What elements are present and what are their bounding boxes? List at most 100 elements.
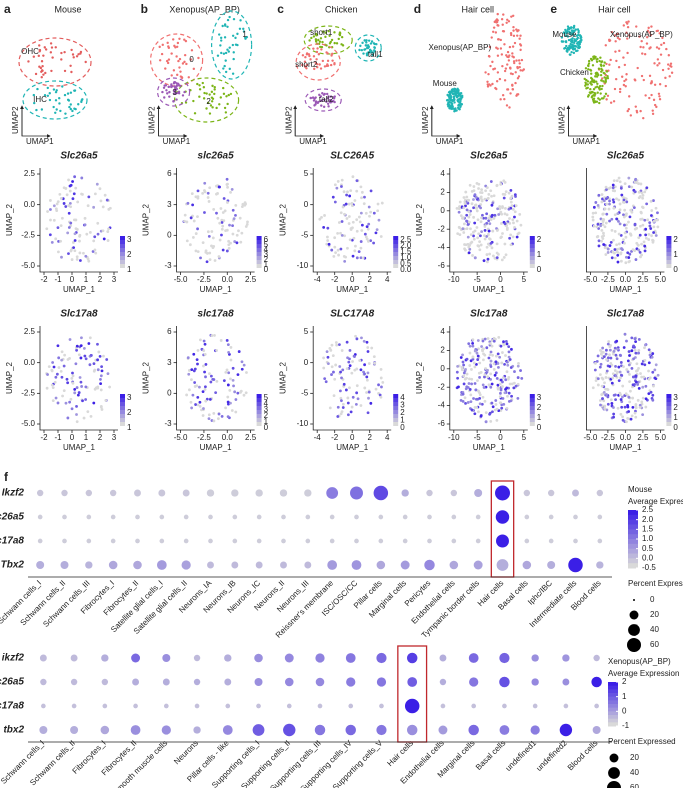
x-tick-label: -2 xyxy=(331,433,339,442)
cell-point xyxy=(178,37,181,40)
cell-point xyxy=(317,100,320,104)
cell-point xyxy=(599,92,602,95)
cell-point xyxy=(629,114,633,117)
cell-point xyxy=(493,256,497,260)
cell-point xyxy=(459,103,463,106)
cell-point xyxy=(601,197,604,201)
cell-point xyxy=(608,63,611,66)
cell-point xyxy=(194,195,198,199)
cell-point xyxy=(60,58,63,61)
cell-point xyxy=(161,90,164,94)
cell-point xyxy=(591,64,595,67)
cell-point xyxy=(333,245,337,249)
cell-point xyxy=(494,360,498,364)
cell-point xyxy=(609,398,613,402)
cell-point xyxy=(612,349,616,353)
cell-point xyxy=(78,376,82,379)
cell-point xyxy=(93,192,97,196)
cell-point xyxy=(520,377,524,380)
cell-point xyxy=(71,381,75,385)
cell-point xyxy=(512,221,515,225)
cell-point xyxy=(626,403,629,407)
cell-point xyxy=(347,215,351,218)
cell-point xyxy=(196,189,200,193)
colorbar-step xyxy=(529,406,535,410)
cell-point xyxy=(176,73,179,77)
expression-dot xyxy=(440,703,446,709)
expression-dot xyxy=(206,489,215,497)
cell-point xyxy=(167,85,170,89)
cell-point xyxy=(304,56,307,59)
cell-point xyxy=(653,83,657,86)
cell-point xyxy=(510,194,514,198)
cell-point xyxy=(192,352,196,356)
cell-point xyxy=(322,225,326,229)
expression-dot xyxy=(468,724,479,736)
cell-point xyxy=(472,206,476,210)
cell-point xyxy=(600,87,603,91)
cell-point xyxy=(27,60,30,63)
cell-point xyxy=(660,43,663,46)
cell-point xyxy=(623,405,627,409)
cell-point xyxy=(496,71,500,74)
cell-point xyxy=(490,203,494,207)
expression-dot xyxy=(284,677,294,687)
cell-point xyxy=(196,82,199,86)
cell-point xyxy=(650,80,653,83)
colorbar-step xyxy=(256,394,262,398)
cell-point xyxy=(666,63,670,66)
cell-point xyxy=(357,250,361,254)
cell-point xyxy=(507,207,511,211)
cell-point xyxy=(217,255,221,258)
cell-point xyxy=(625,339,628,343)
cell-point xyxy=(468,377,471,381)
expression-dot xyxy=(194,703,200,709)
cell-point xyxy=(602,199,606,203)
cell-point xyxy=(587,62,591,65)
cell-point xyxy=(49,51,53,54)
cell-point xyxy=(68,189,72,193)
cell-point xyxy=(617,176,621,180)
cell-point xyxy=(198,88,202,91)
cell-point xyxy=(84,60,87,64)
cell-point xyxy=(638,403,642,407)
cell-point xyxy=(465,372,469,376)
cell-point xyxy=(510,204,514,208)
cell-point xyxy=(361,256,365,260)
cell-point xyxy=(602,355,606,359)
cell-point xyxy=(223,36,227,39)
cell-point xyxy=(650,234,653,238)
cell-point xyxy=(603,246,607,250)
cell-point xyxy=(363,372,366,376)
cell-point xyxy=(651,370,655,374)
expression-dot xyxy=(548,538,554,544)
cell-point xyxy=(339,412,343,416)
colorbar-step xyxy=(529,260,535,264)
cell-point xyxy=(653,368,657,372)
cell-point xyxy=(605,188,608,192)
cell-point xyxy=(608,244,612,247)
expression-dot xyxy=(225,703,231,709)
expression-dot xyxy=(255,489,263,497)
cell-point xyxy=(513,193,517,197)
cell-point xyxy=(77,391,81,394)
cell-point xyxy=(639,45,642,49)
cell-point xyxy=(245,222,249,226)
cell-point xyxy=(352,236,356,240)
expression-dot xyxy=(41,703,46,709)
cell-point xyxy=(321,92,324,95)
cell-point xyxy=(503,193,507,196)
cell-point xyxy=(71,241,75,244)
cell-point xyxy=(506,88,509,91)
cell-point xyxy=(595,359,599,363)
colorbar-step xyxy=(256,252,262,256)
colorbar-step xyxy=(608,689,618,694)
cell-point xyxy=(314,61,317,64)
cell-point xyxy=(245,371,248,374)
cell-point xyxy=(627,260,631,264)
expression-dot xyxy=(592,726,601,734)
cell-point xyxy=(499,98,502,101)
cell-point xyxy=(609,58,612,62)
cell-point xyxy=(183,38,186,41)
cell-point xyxy=(595,225,599,229)
